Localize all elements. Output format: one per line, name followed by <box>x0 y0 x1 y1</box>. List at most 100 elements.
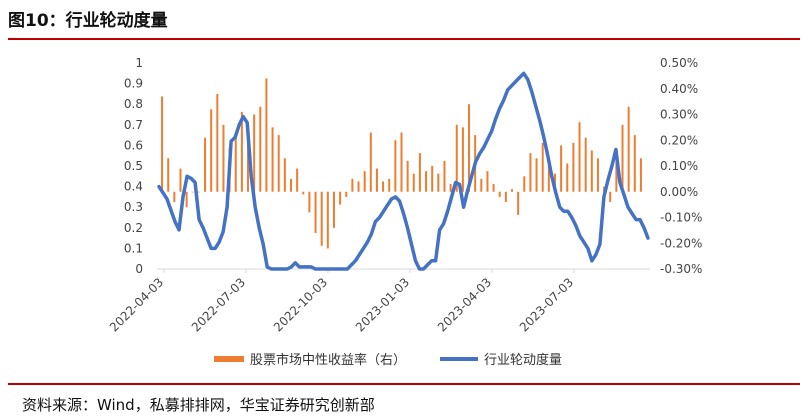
bar-mark <box>541 142 544 192</box>
y-right-tick-label: 0.50% <box>660 56 698 70</box>
bar-mark <box>191 191 194 193</box>
x-tick-label: 2022-10-03 <box>271 275 330 334</box>
bar-mark <box>431 166 434 192</box>
bar-mark <box>639 158 642 192</box>
chart-legend: 股票市场中性收益率（右） 行业轮动度量 <box>214 352 562 368</box>
bar-mark <box>523 176 526 192</box>
bar-mark <box>596 158 599 192</box>
bar-mark <box>492 184 495 192</box>
bar-mark <box>425 171 428 192</box>
bar-mark <box>498 191 501 197</box>
bar-mark <box>332 191 335 228</box>
y-right-tick-label: 0.00% <box>660 185 698 199</box>
bar-mark <box>511 189 514 192</box>
bar-mark <box>382 181 385 192</box>
line-series-rotation-measure <box>157 71 650 271</box>
bar-mark <box>314 191 317 233</box>
bar-mark <box>449 184 452 192</box>
bar-mark <box>271 127 274 192</box>
bar-mark <box>455 124 458 192</box>
bar-mark <box>369 132 372 192</box>
bar-mark <box>204 137 207 192</box>
bar-mark <box>406 160 409 192</box>
bar-mark <box>400 132 403 192</box>
bar-mark <box>326 191 329 249</box>
x-tick-label: 2022-07-03 <box>189 275 248 334</box>
bar-mark <box>486 171 489 192</box>
bar-mark <box>345 191 348 197</box>
bar-mark <box>259 106 262 192</box>
bar-mark <box>197 191 200 193</box>
bar-mark <box>529 153 532 192</box>
bar-mark <box>621 124 624 192</box>
bar-mark <box>357 181 360 192</box>
legend-label-line: 行业轮动度量 <box>484 352 562 368</box>
x-tick-label: 2022-04-03 <box>107 275 166 334</box>
bar-mark <box>222 124 225 192</box>
bar-mark <box>210 109 213 192</box>
bar-mark <box>468 104 471 192</box>
y-right-tick-label: 0.30% <box>660 108 698 122</box>
bar-mark <box>351 178 354 192</box>
bar-series-neutral-return <box>161 78 642 249</box>
y-left-tick-label: 0.4 <box>124 180 143 194</box>
bar-mark <box>461 127 464 192</box>
y-left-tick-label: 0.7 <box>124 118 143 132</box>
bar-mark <box>216 93 219 192</box>
bar-mark <box>584 137 587 192</box>
bar-mark <box>185 191 188 208</box>
bar-mark <box>609 191 612 203</box>
y-right-tick-label: 0.20% <box>660 133 698 147</box>
bar-mark <box>547 163 550 192</box>
source-note: 资料来源：Wind，私募排排网，华宝证券研究创新部 <box>22 396 375 414</box>
bar-mark <box>504 191 507 203</box>
bar-mark <box>320 191 323 246</box>
y-left-tick-label: 0.6 <box>124 138 143 152</box>
bar-mark <box>277 135 280 192</box>
bar-mark <box>296 168 299 192</box>
bar-mark <box>633 135 636 192</box>
y-left-tick-label: 0 <box>135 262 143 276</box>
bar-mark <box>437 173 440 192</box>
y-right-tick-label: -0.10% <box>660 211 702 225</box>
bar-mark <box>247 135 250 192</box>
y-left-tick-label: 0.3 <box>124 200 143 214</box>
bar-mark <box>590 150 593 192</box>
bar-mark <box>240 111 243 192</box>
bar-mark <box>173 191 176 203</box>
bar-mark <box>302 191 305 195</box>
bar-mark <box>412 173 415 192</box>
bar-mark <box>167 158 170 192</box>
bar-mark <box>388 178 391 192</box>
bar-mark <box>283 158 286 192</box>
bar-mark <box>394 140 397 192</box>
y-left-tick-label: 0.8 <box>124 97 143 111</box>
y-right-tick-label: -0.30% <box>660 262 702 276</box>
bar-mark <box>578 122 581 192</box>
x-tick-label: 2023-04-03 <box>435 275 494 334</box>
y-left-tick-label: 0.5 <box>124 159 143 173</box>
bar-mark <box>418 153 421 192</box>
x-tick-label: 2023-01-03 <box>353 275 412 334</box>
bar-mark <box>308 191 311 213</box>
bar-mark <box>615 160 618 192</box>
bar-mark <box>517 191 520 215</box>
bar-mark <box>375 168 378 192</box>
bar-mark <box>234 132 237 192</box>
bar-mark <box>443 160 446 192</box>
bar-mark <box>566 163 569 192</box>
y-right-tick-label: 0.10% <box>660 159 698 173</box>
y-right-tick-label: -0.20% <box>660 236 702 250</box>
x-tick-label: 2023-07-03 <box>517 275 576 334</box>
bar-mark <box>480 178 483 192</box>
bar-mark <box>627 106 630 192</box>
legend-swatch-bar <box>214 356 244 362</box>
figure-title: 图10：行业轮动度量 <box>8 11 168 31</box>
line-path <box>157 71 650 271</box>
legend-label-bar: 股票市场中性收益率（右） <box>250 352 406 368</box>
bar-mark <box>161 96 164 192</box>
y-left-tick-label: 0.9 <box>124 77 143 91</box>
y-left-tick-label: 0.2 <box>124 221 143 235</box>
bar-mark <box>572 142 575 192</box>
bar-mark <box>289 178 292 192</box>
